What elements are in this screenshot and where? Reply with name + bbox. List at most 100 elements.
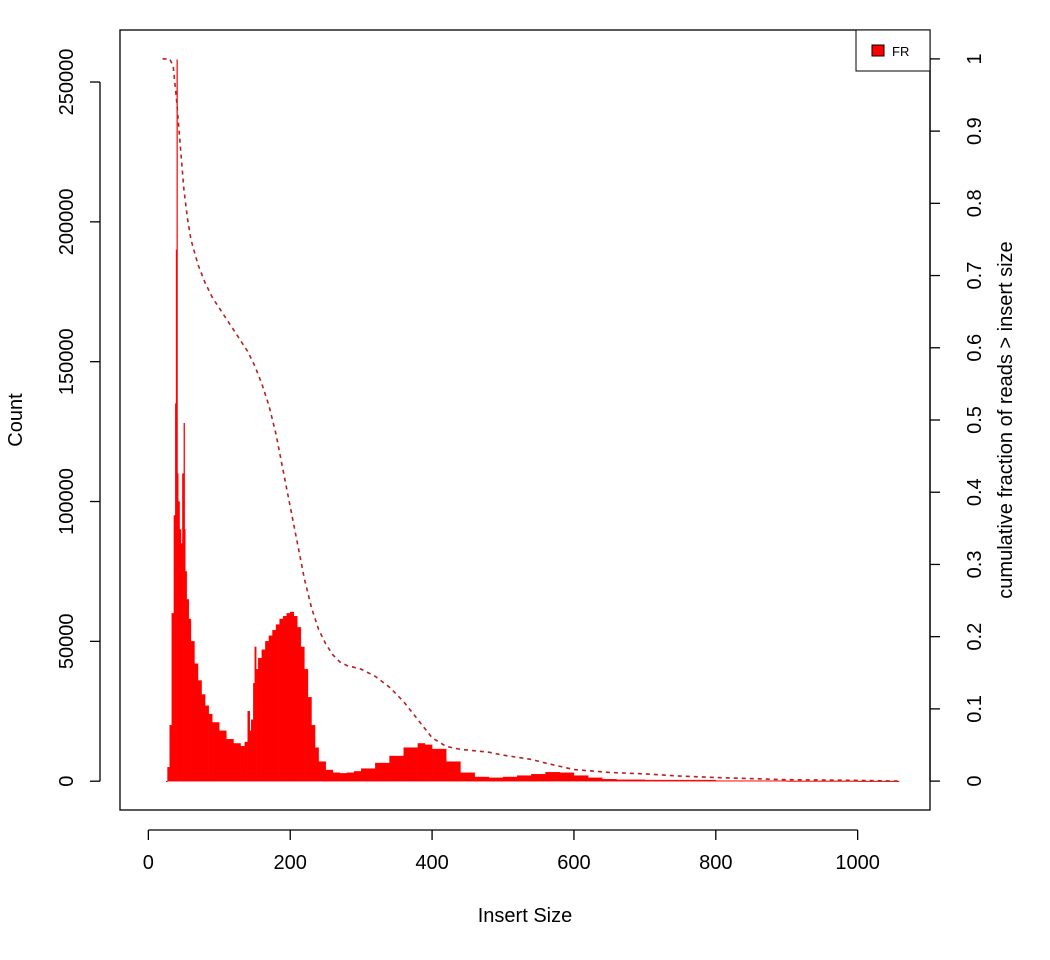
histogram-bar bbox=[293, 615, 298, 782]
y2-tick-label: 0 bbox=[964, 776, 986, 787]
histogram-bar bbox=[502, 776, 518, 782]
y-tick-label: 250000 bbox=[56, 49, 78, 116]
y-tick-label: 100000 bbox=[56, 468, 78, 535]
histogram-bar bbox=[517, 775, 532, 782]
histogram-bar bbox=[417, 743, 426, 782]
histogram-bar bbox=[167, 767, 170, 782]
histogram-bar bbox=[204, 705, 209, 782]
histogram-bar bbox=[254, 646, 257, 782]
x-axis-title: Insert Size bbox=[478, 905, 572, 927]
y2-tick-label: 0.8 bbox=[964, 189, 986, 217]
histogram-bar bbox=[169, 725, 172, 782]
histogram-bar bbox=[286, 613, 291, 782]
y2-tick-label: 1 bbox=[964, 53, 986, 64]
histogram-bar bbox=[290, 611, 294, 782]
histogram-bar bbox=[190, 641, 195, 782]
histogram-bar bbox=[559, 772, 575, 782]
histogram-bar bbox=[173, 515, 176, 782]
legend-box bbox=[855, 29, 931, 72]
histogram-bar bbox=[431, 748, 447, 782]
y-tick-label: 150000 bbox=[56, 328, 78, 395]
histogram-bar bbox=[261, 649, 266, 782]
histogram-bar bbox=[194, 663, 199, 782]
cumulative-fraction-line bbox=[162, 58, 899, 782]
histogram-bar bbox=[300, 646, 305, 782]
y-tick-label: 200000 bbox=[56, 188, 78, 255]
y2-tick-label: 0.9 bbox=[964, 117, 986, 145]
histogram-bar bbox=[311, 725, 316, 782]
histogram-bar bbox=[188, 618, 192, 782]
histogram-bar bbox=[474, 776, 490, 782]
histogram-bar bbox=[318, 761, 326, 782]
histogram-bar bbox=[251, 719, 254, 782]
histogram-bar bbox=[197, 680, 202, 782]
histogram-bar bbox=[201, 694, 206, 782]
y2-tick-label: 0.4 bbox=[964, 478, 986, 506]
histogram-bar bbox=[424, 744, 433, 782]
histogram-bar bbox=[268, 635, 273, 782]
histogram-bar bbox=[545, 772, 560, 782]
histogram-bar bbox=[339, 773, 348, 782]
histogram-bar bbox=[325, 769, 333, 782]
histogram-bar bbox=[488, 777, 504, 782]
x-tick-label: 1000 bbox=[835, 852, 880, 874]
x-tick-label: 600 bbox=[557, 852, 590, 874]
y2-tick-label: 0.7 bbox=[964, 262, 986, 290]
histogram-bar bbox=[249, 730, 252, 782]
histogram-bar bbox=[185, 571, 187, 782]
histogram-bar bbox=[176, 59, 178, 782]
legend-swatch-fr bbox=[871, 44, 885, 57]
x-tick-label: 800 bbox=[699, 852, 732, 874]
histogram-bar bbox=[179, 529, 182, 782]
x-axis: 0 200 400 600 800 1000 bbox=[143, 829, 880, 874]
histogram-bar bbox=[460, 772, 475, 782]
histogram-bar bbox=[253, 683, 255, 782]
y-tick-label: 0 bbox=[56, 776, 78, 787]
y2-tick-label: 0.6 bbox=[964, 334, 986, 362]
histogram-bar bbox=[244, 741, 248, 782]
x-tick-label: 0 bbox=[143, 852, 154, 874]
cumulative-fraction-line-group bbox=[162, 58, 899, 782]
histogram-bar bbox=[304, 669, 309, 782]
y2-tick-label: 0.1 bbox=[964, 695, 986, 723]
y-axis-left: 0 50000 100000 150000 200000 250000 bbox=[56, 49, 101, 787]
histogram-bar bbox=[297, 627, 302, 782]
histogram-bar bbox=[314, 747, 319, 782]
histogram-bar bbox=[212, 722, 220, 782]
histogram-bar bbox=[258, 657, 263, 782]
histogram-bar bbox=[275, 624, 280, 782]
histogram-bar bbox=[307, 697, 312, 782]
histogram-bar bbox=[644, 779, 716, 782]
x-tick-label: 400 bbox=[415, 852, 448, 874]
histogram-bar bbox=[265, 641, 270, 782]
histogram-bar bbox=[180, 543, 183, 782]
histogram-bar bbox=[226, 739, 234, 782]
y2-tick-label: 0.5 bbox=[964, 406, 986, 434]
histogram-bar bbox=[446, 761, 461, 782]
legend-label-fr: FR bbox=[892, 44, 909, 59]
histogram-bar bbox=[375, 762, 390, 782]
histogram-bar bbox=[177, 501, 180, 782]
y2-axis-title: cumulative fraction of reads > insert si… bbox=[995, 241, 1017, 598]
histogram-bar bbox=[897, 780, 900, 782]
histogram-bar bbox=[233, 743, 241, 782]
histogram-bar bbox=[182, 473, 185, 782]
histogram-bar bbox=[389, 755, 404, 782]
histogram-bar bbox=[219, 730, 227, 782]
histogram-bar bbox=[240, 746, 246, 782]
histogram-bar bbox=[272, 629, 277, 782]
histogram-bar bbox=[279, 618, 284, 782]
histogram-bar bbox=[186, 599, 189, 782]
histogram-bar bbox=[616, 779, 646, 782]
histogram-bar bbox=[247, 711, 250, 782]
x-tick-label: 200 bbox=[274, 852, 307, 874]
histogram-bar bbox=[573, 775, 589, 782]
histogram-bar bbox=[360, 768, 376, 782]
histogram-bar bbox=[353, 771, 362, 782]
histogram-bar bbox=[403, 747, 419, 782]
y-tick-label: 50000 bbox=[56, 614, 78, 670]
y2-tick-label: 0.2 bbox=[964, 623, 986, 651]
histogram-bar bbox=[346, 772, 355, 782]
histogram-bar bbox=[282, 615, 287, 782]
histogram-bar bbox=[165, 780, 168, 782]
